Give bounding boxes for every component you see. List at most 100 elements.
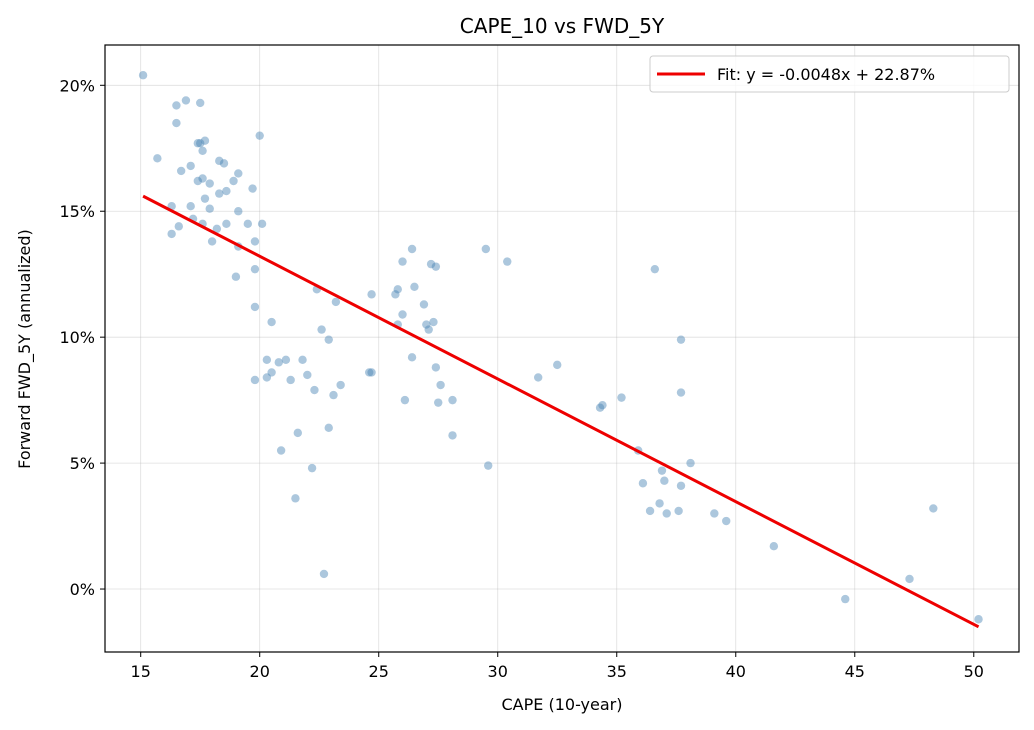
data-point	[198, 174, 207, 183]
data-point	[248, 184, 257, 193]
x-tick-label: 20	[250, 662, 270, 681]
data-point	[367, 290, 376, 299]
data-point	[176, 166, 186, 176]
data-point	[617, 393, 626, 402]
data-point	[655, 499, 664, 508]
data-point	[231, 272, 241, 281]
data-point	[448, 431, 457, 440]
fit-line	[142, 194, 980, 629]
data-point	[293, 428, 302, 438]
data-point	[400, 395, 410, 405]
data-point	[841, 594, 850, 604]
data-point	[407, 244, 417, 254]
data-point	[598, 400, 607, 410]
data-point	[319, 569, 329, 579]
data-point	[234, 207, 243, 216]
y-tick-label: 20%	[59, 76, 95, 95]
data-point	[422, 320, 431, 329]
data-point	[398, 257, 407, 266]
x-tick-label: 45	[845, 662, 865, 681]
data-point	[196, 98, 205, 108]
data-point	[234, 169, 243, 178]
data-point	[429, 317, 438, 327]
data-point	[222, 186, 231, 196]
data-point	[391, 290, 400, 299]
data-point	[200, 194, 210, 203]
data-point	[481, 244, 491, 254]
x-tick-label: 15	[131, 662, 151, 681]
data-point	[172, 118, 181, 128]
data-point	[424, 325, 433, 334]
data-point	[205, 179, 214, 188]
data-point	[172, 101, 181, 110]
plot-frame	[104, 44, 1020, 653]
data-point	[929, 504, 938, 513]
data-point	[222, 219, 231, 229]
data-point	[207, 237, 217, 246]
data-point	[676, 388, 686, 397]
data-point	[276, 446, 286, 455]
data-point	[250, 237, 260, 246]
data-point	[722, 516, 731, 526]
data-point	[436, 380, 445, 390]
data-point	[281, 355, 291, 365]
data-point	[274, 358, 283, 367]
data-point	[250, 375, 260, 385]
data-point	[286, 375, 295, 385]
data-point	[426, 259, 436, 269]
data-point	[448, 395, 457, 405]
data-point	[595, 403, 605, 412]
y-tick-label: 5%	[70, 454, 95, 473]
data-point	[215, 156, 224, 166]
x-axis-ticks: 15 20 25 30 35 40 45 50	[131, 652, 984, 681]
x-tick-label: 35	[607, 662, 627, 681]
data-point	[138, 71, 148, 80]
data-point	[167, 229, 176, 239]
fit-line-group	[142, 194, 980, 629]
data-point	[645, 506, 655, 516]
data-point	[686, 458, 695, 468]
data-point	[419, 300, 429, 309]
data-point	[533, 373, 543, 382]
data-point	[243, 219, 253, 229]
x-tick-label: 50	[964, 662, 984, 681]
chart-title: CAPE_10 vs FWD_5Y	[460, 14, 665, 38]
data-point	[298, 355, 307, 365]
data-point	[181, 96, 191, 105]
data-point	[303, 370, 312, 380]
data-point	[974, 615, 983, 624]
data-point	[250, 264, 260, 274]
data-point	[174, 222, 183, 231]
data-point	[769, 542, 779, 551]
y-tick-label: 15%	[59, 202, 95, 221]
x-tick-label: 40	[726, 662, 746, 681]
x-tick-label: 25	[369, 662, 389, 681]
data-point	[674, 506, 683, 516]
data-point	[710, 509, 719, 518]
data-point	[200, 136, 210, 145]
data-point	[219, 159, 229, 168]
data-points	[138, 71, 983, 624]
data-point	[434, 398, 443, 407]
data-point	[484, 461, 493, 470]
legend-fit-label: Fit: y = -0.0048x + 22.87%	[717, 65, 935, 84]
y-axis-ticks: 0% 5% 10% 15% 20%	[59, 76, 105, 599]
data-point	[905, 574, 914, 584]
data-point	[331, 297, 341, 307]
data-point	[365, 368, 374, 377]
data-point	[367, 368, 376, 377]
data-point	[660, 476, 669, 485]
data-point	[250, 302, 260, 312]
data-point	[676, 481, 686, 490]
y-tick-label: 10%	[59, 328, 95, 347]
data-point	[186, 201, 195, 211]
data-point	[193, 139, 203, 148]
data-point	[212, 224, 222, 234]
data-point	[186, 161, 195, 171]
data-point	[317, 325, 326, 334]
data-point	[229, 176, 238, 186]
data-point	[291, 494, 300, 503]
data-point	[324, 423, 333, 433]
